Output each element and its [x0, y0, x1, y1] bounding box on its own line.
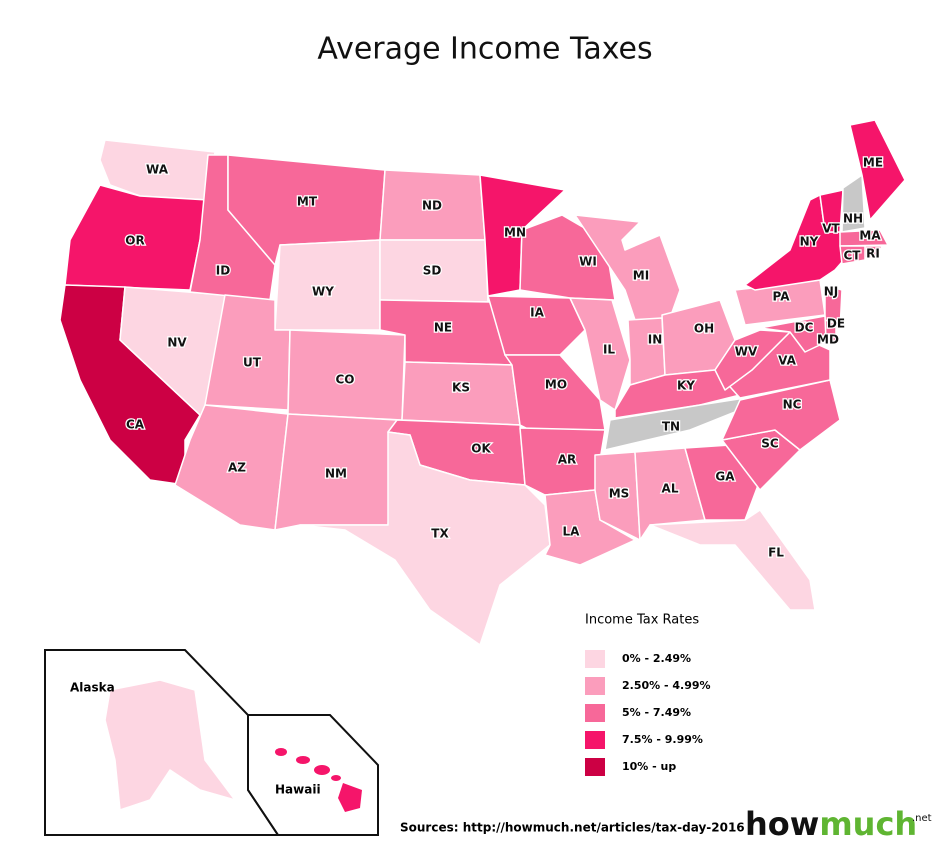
state-label: TX [431, 527, 449, 541]
state-label: CO [335, 373, 354, 387]
legend-title: Income Tax Rates [585, 613, 699, 628]
state-label: FL [768, 546, 784, 560]
inset-label: Alaska [70, 681, 115, 695]
state-label: DC [795, 321, 814, 335]
state-label: AR [558, 453, 577, 467]
legend-label: 10% - up [622, 760, 676, 773]
legend-label: 5% - 7.49% [622, 706, 691, 719]
state-label: WA [146, 163, 169, 177]
state-label: WI [579, 255, 597, 269]
state-label: UT [243, 356, 262, 370]
state [649, 509, 816, 611]
logo-part: much [819, 805, 917, 843]
state-label: OR [125, 234, 144, 248]
state-label: VA [778, 354, 796, 368]
state-label: MA [859, 229, 881, 243]
state-label: TN [662, 420, 680, 434]
state-label: PA [773, 290, 791, 304]
state-label: OK [471, 442, 491, 456]
state-label: NJ [824, 285, 839, 299]
state-label: CT [844, 249, 862, 263]
state-label: SD [423, 264, 442, 278]
state-label: ID [216, 264, 230, 278]
state [797, 321, 807, 331]
legend-swatch [585, 731, 605, 749]
state [824, 284, 843, 331]
state-label: MD [817, 333, 839, 347]
inset-label: Hawaii [275, 783, 321, 797]
legend-swatch [585, 758, 605, 776]
state-label: NC [783, 398, 802, 412]
state [487, 295, 586, 356]
state-label: RI [866, 247, 880, 261]
state-label: AZ [228, 461, 246, 475]
state-label: KS [452, 381, 470, 395]
state-label: NV [167, 336, 187, 350]
state-label: DE [827, 317, 845, 331]
state-label: MO [545, 378, 567, 392]
state-label: NE [434, 321, 452, 335]
state-label: AL [662, 482, 679, 496]
state-label: MI [633, 269, 649, 283]
legend-swatch [585, 677, 605, 695]
title: Average Income Taxes [317, 32, 652, 67]
state [504, 354, 606, 431]
state [634, 447, 706, 541]
state-label: MN [504, 226, 526, 240]
state-label: IL [603, 343, 615, 357]
legend-swatch [585, 704, 605, 722]
state-label: ME [863, 156, 883, 170]
logo-part: how [745, 805, 819, 843]
hawaii-frame [247, 714, 379, 836]
state-label: MT [297, 195, 318, 209]
legend-swatch [585, 650, 605, 668]
legend-label: 2.50% - 4.99% [622, 679, 711, 692]
state-label: WY [312, 285, 334, 299]
legend: 0% - 2.49% 2.50% - 4.99% 5% - 7.49% 7.5% - … [585, 650, 711, 776]
state-label: NH [843, 212, 863, 226]
state [574, 214, 681, 321]
state [849, 119, 906, 221]
hawaii-shape [275, 748, 362, 812]
state-label: NY [800, 235, 819, 249]
state-label: OH [694, 322, 714, 336]
state [759, 315, 827, 353]
state-label: WV [735, 345, 758, 359]
state-label: KY [677, 379, 695, 393]
state-label: CA [126, 418, 145, 432]
logo-suffix: .net [912, 813, 932, 824]
legend-label: 0% - 2.49% [622, 652, 691, 665]
state [594, 451, 641, 541]
state-label: NM [325, 467, 347, 481]
state-label: IN [648, 333, 663, 347]
state-label: ND [422, 199, 442, 213]
state [841, 174, 866, 233]
alaska-shape [104, 679, 236, 811]
state [299, 431, 551, 646]
state [839, 229, 889, 247]
state-label: SC [761, 437, 779, 451]
state-label: VT [822, 222, 840, 236]
state-label: IA [530, 306, 544, 320]
state [627, 317, 666, 386]
logo: howmuch [745, 805, 917, 843]
source: Sources: http://howmuch.net/articles/tax… [400, 821, 745, 835]
states: WA OR CA NV ID MT WY UT CO AZ NM ND SD NE KS OK TX MN IA MO… [59, 119, 906, 646]
state-label: MS [609, 487, 630, 501]
state-label: GA [715, 470, 735, 484]
legend-label: 7.5% - 9.99% [622, 733, 703, 746]
state-label: LA [563, 525, 581, 539]
state [839, 245, 866, 265]
